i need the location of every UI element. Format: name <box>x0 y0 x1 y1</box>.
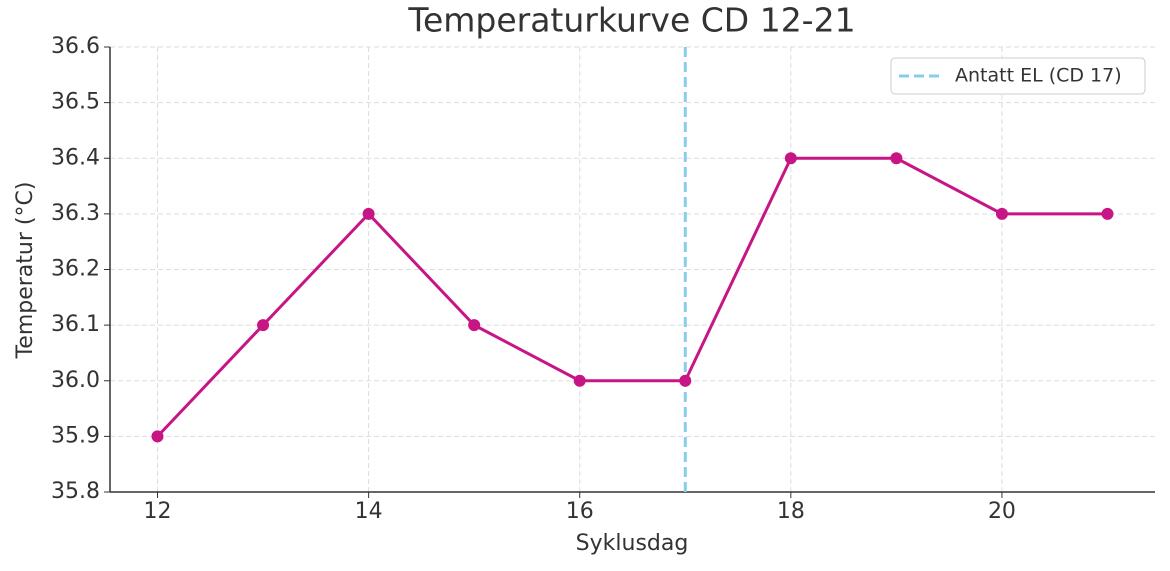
data-line <box>156 156 1108 438</box>
y-tick-label: 36.4 <box>51 145 100 170</box>
y-tick-label: 35.9 <box>51 423 100 448</box>
x-axis-label: Syklusdag <box>576 531 689 556</box>
y-tick-label: 36.0 <box>51 368 100 393</box>
x-tick-label: 14 <box>355 499 383 524</box>
data-point <box>362 207 375 220</box>
legend: Antatt EL (CD 17) <box>890 57 1146 95</box>
x-tick-label: 20 <box>988 499 1016 524</box>
data-point <box>679 374 692 387</box>
y-tick-label: 35.8 <box>51 479 100 504</box>
x-tick-label: 16 <box>566 499 594 524</box>
legend-box <box>890 57 1146 95</box>
data-point <box>784 152 797 165</box>
chart-title: Temperaturkurve CD 12-21 <box>407 1 855 40</box>
y-axis-label: Temperatur (°C) <box>13 182 38 360</box>
y-tick-label: 36.1 <box>51 312 100 337</box>
data-point <box>1101 207 1114 220</box>
data-point <box>468 319 481 332</box>
y-tick-label: 36.6 <box>51 34 100 59</box>
data-point <box>573 374 586 387</box>
x-tick-label: 18 <box>777 499 805 524</box>
data-point <box>257 319 270 332</box>
y-tick-label: 36.5 <box>51 90 100 115</box>
y-tick-label: 36.2 <box>51 257 100 282</box>
data-point <box>995 207 1008 220</box>
data-point <box>890 152 903 165</box>
x-tick-label: 12 <box>144 499 172 524</box>
data-point <box>151 430 164 443</box>
y-tick-label: 36.3 <box>51 201 100 226</box>
legend-label: Antatt EL (CD 17) <box>955 65 1122 87</box>
